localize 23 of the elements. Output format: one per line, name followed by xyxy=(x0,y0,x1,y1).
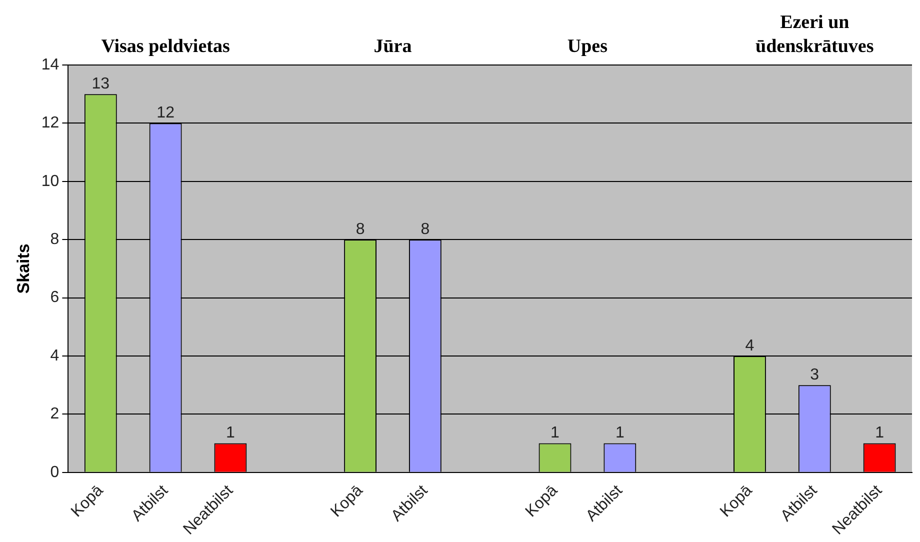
data-label: 4 xyxy=(745,337,754,354)
y-tick-label: 6 xyxy=(50,289,60,306)
text: Jūra xyxy=(374,36,412,57)
text: Upes xyxy=(567,36,608,57)
y-tick-label: 12 xyxy=(41,114,60,132)
data-label: 3 xyxy=(810,366,820,384)
data-label: 1 xyxy=(875,424,884,442)
y-tick-label: 14 xyxy=(41,56,60,74)
data-label: 1 xyxy=(615,424,624,442)
y-axis-title: Skaits xyxy=(14,244,33,294)
y-tick-label: 2 xyxy=(50,406,60,423)
text: Visas peldvietas xyxy=(101,36,230,57)
y-tick-label: 10 xyxy=(41,172,60,190)
data-label: 12 xyxy=(156,104,175,122)
y-tick-label: 8 xyxy=(50,231,60,248)
data-label: 13 xyxy=(92,76,110,93)
data-label: 8 xyxy=(356,221,365,238)
y-tick-label: 0 xyxy=(50,464,60,481)
y-tick-label: 4 xyxy=(50,347,60,364)
text: Ezeri un ūdenskrātuves xyxy=(756,12,874,57)
data-label: 1 xyxy=(550,424,560,442)
data-label: 1 xyxy=(226,424,236,442)
data-label: 8 xyxy=(420,221,430,238)
